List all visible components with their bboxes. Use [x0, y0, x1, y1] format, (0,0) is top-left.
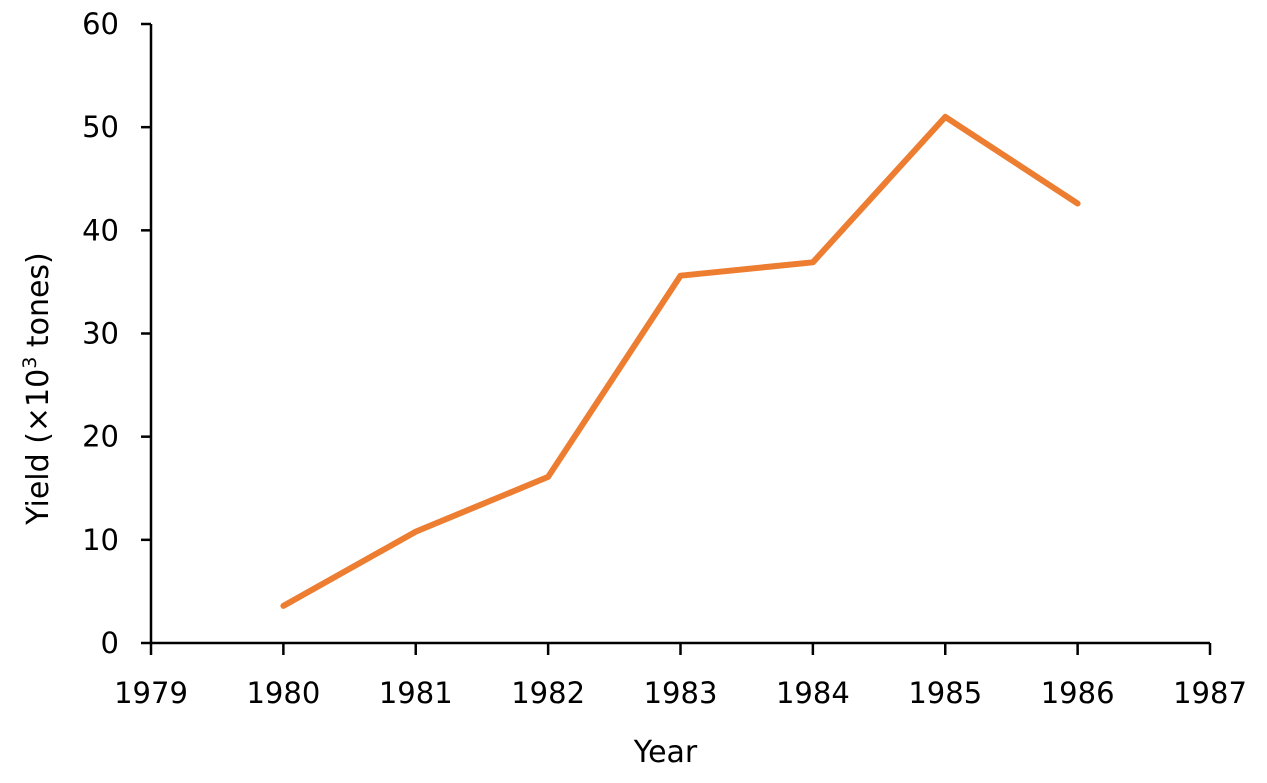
x-tick-label: 1984	[776, 676, 850, 710]
y-tick-label: 40	[82, 213, 119, 247]
y-axis-title: Yield (×103 tones)	[19, 252, 56, 526]
y-tick-label: 60	[82, 7, 119, 41]
plot-area: 0 10 20 30 40 50 60 1979 1980 1981 1982 1983 1984 198…	[82, 7, 1247, 710]
x-tick-label: 1986	[1041, 676, 1115, 710]
y-tick-label: 0	[101, 626, 119, 660]
y-tick-label: 10	[82, 523, 119, 557]
x-tick-label: 1983	[644, 676, 718, 710]
x-tick-label: 1981	[379, 676, 453, 710]
x-axis-title: Year	[633, 735, 698, 770]
y-tick-label: 30	[82, 317, 119, 351]
x-tick-label: 1985	[908, 676, 982, 710]
x-tick-label: 1979	[114, 676, 188, 710]
y-tick-label: 50	[82, 110, 119, 144]
series-line	[283, 117, 1077, 606]
y-axis-title-suffix: tones)	[21, 252, 56, 356]
y-axis-title-main: Yield (×10	[21, 369, 56, 526]
x-tick-label: 1980	[246, 676, 320, 710]
x-tick-label: 1982	[511, 676, 585, 710]
x-tick-label: 1987	[1173, 676, 1247, 710]
y-tick-label: 20	[82, 420, 119, 454]
y-axis-title-superscript: 3	[19, 357, 41, 369]
